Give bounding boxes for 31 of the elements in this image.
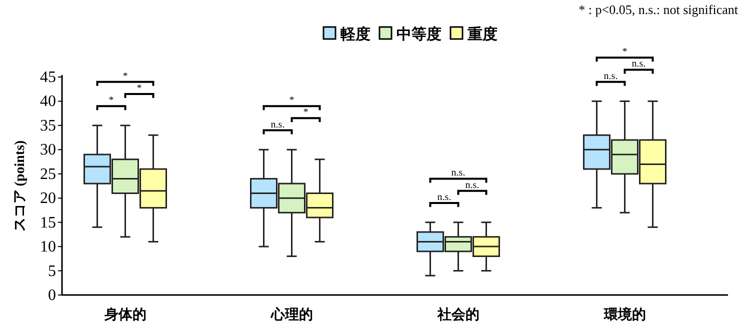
- legend-label: 中等度: [396, 25, 442, 43]
- annotation: *: [289, 95, 294, 106]
- y-tick-label: 40: [40, 93, 56, 110]
- x-tick-label: 社会的: [436, 306, 480, 322]
- y-tick-label: 30: [40, 142, 56, 159]
- annotation: *: [136, 82, 142, 94]
- text: *: [622, 46, 628, 58]
- y-axis-title: スコア (points): [13, 140, 28, 232]
- annotation: n.s.: [437, 192, 452, 203]
- x-tick-label: 身体的: [103, 306, 146, 322]
- y-tick-label: 10: [40, 238, 56, 256]
- annotation: n.s.: [604, 70, 618, 82]
- annotation: n.s.: [451, 168, 466, 179]
- annotation: *: [122, 70, 128, 82]
- y-tick-label: 0: [48, 287, 56, 304]
- y-tick-label: 15: [40, 214, 56, 232]
- y-tick-label: 25: [40, 166, 56, 183]
- y-tick-label: 35: [40, 117, 56, 134]
- y-tick-label: 20: [40, 190, 56, 208]
- annotation: n.s.: [270, 119, 285, 130]
- annotation: *: [303, 107, 308, 118]
- legend-label: 軽度: [340, 25, 370, 43]
- y-tick-label: 5: [48, 262, 56, 280]
- x-tick-label: 心理的: [270, 306, 313, 322]
- text: n.s.: [632, 58, 646, 70]
- x-tick-label: 環境的: [602, 306, 646, 322]
- y-tick-label: 45: [40, 69, 56, 86]
- annotation: *: [108, 95, 114, 106]
- text: * : p<0.05, n.s.: not significant: [578, 2, 738, 17]
- legend-label: 重度: [466, 25, 498, 43]
- annotation: n.s.: [465, 180, 480, 191]
